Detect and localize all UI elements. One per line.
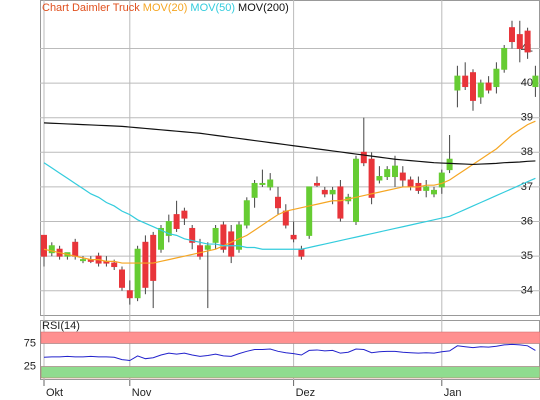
y-tick-label: 35: [521, 250, 533, 262]
candle-body: [392, 165, 398, 178]
candle-body: [41, 234, 47, 257]
candle-body: [306, 186, 313, 236]
candle-body: [134, 248, 141, 299]
candle-body: [251, 182, 258, 198]
candle-body: [353, 158, 359, 223]
legend-entry: MOV(20): [143, 2, 188, 14]
candle-body: [197, 245, 203, 257]
candle-body: [204, 245, 211, 250]
moving-average: [43, 162, 536, 250]
candle-body: [423, 186, 430, 191]
candle-body: [142, 241, 149, 288]
y-tick-label: 40: [521, 77, 533, 89]
candle-body: [446, 158, 453, 171]
main-frame: [40, 0, 540, 316]
candle-body: [384, 169, 391, 178]
rsi-band: [40, 331, 540, 344]
candle-body: [259, 182, 266, 185]
moving-average: [43, 122, 536, 166]
candle-body: [220, 224, 227, 250]
candle-body: [275, 196, 281, 209]
legend-entry: MOV(200): [238, 2, 289, 14]
candle-body: [212, 227, 219, 243]
candle-body: [493, 68, 500, 88]
candle-body: [181, 210, 188, 219]
candle-body: [290, 234, 297, 240]
x-tick-label: Dez: [296, 387, 316, 399]
x-tick-label: Nov: [132, 387, 152, 399]
candle-body: [126, 290, 133, 299]
candle-body: [337, 186, 344, 219]
candle-body: [243, 200, 250, 226]
y-tick-label: 38: [521, 146, 533, 158]
candle-body: [485, 82, 492, 91]
candle-body: [399, 172, 406, 181]
candle-body: [516, 34, 523, 49]
candle-body: [376, 176, 383, 181]
candle-body: [173, 214, 180, 229]
y-tick-label: 34: [521, 285, 533, 297]
candle-body: [524, 30, 531, 53]
candle-body: [360, 151, 367, 164]
candle-body: [228, 231, 235, 257]
chart-title: Chart Daimler Truck: [42, 2, 140, 14]
candle-body: [158, 227, 164, 250]
y-tick-label: 36: [521, 215, 533, 227]
candle-body: [532, 75, 539, 88]
candle-body: [48, 245, 55, 254]
x-tick-label: Okt: [46, 387, 63, 399]
candle-body: [111, 262, 118, 268]
candle-body: [407, 179, 414, 188]
candle-body: [368, 158, 375, 198]
moving-average: [43, 120, 536, 264]
candle-body: [267, 179, 274, 188]
candle-body: [477, 82, 484, 98]
candle-body: [298, 248, 305, 257]
candle-body: [431, 189, 437, 195]
rsi-title: RSI(14): [42, 320, 80, 332]
x-tick-label: Jan: [444, 387, 462, 399]
candle-body: [282, 210, 289, 226]
y-tick-label: 39: [521, 112, 533, 124]
candle-body: [321, 189, 328, 195]
candle-body: [470, 72, 476, 101]
candle-body: [72, 241, 79, 257]
legend-entry: MOV(50): [190, 2, 235, 14]
candle-body: [509, 27, 515, 43]
candle-body: [462, 75, 469, 88]
legend: Chart Daimler Truck MOV(20) MOV(50) MOV(200…: [42, 2, 289, 14]
rsi-line: [43, 343, 536, 362]
candle-body: [80, 259, 86, 262]
y-tick-label: 25: [24, 360, 36, 372]
rsi-band: [40, 366, 540, 379]
candle-body: [189, 227, 196, 243]
candle-body: [314, 182, 320, 186]
candle-body: [501, 47, 508, 70]
candle-body: [454, 75, 461, 91]
candle-body: [329, 189, 336, 195]
candle-body: [438, 172, 445, 188]
y-tick-label: 75: [24, 337, 36, 349]
candle-body: [119, 269, 125, 288]
candle-body: [165, 221, 172, 236]
candle-body: [150, 234, 157, 281]
